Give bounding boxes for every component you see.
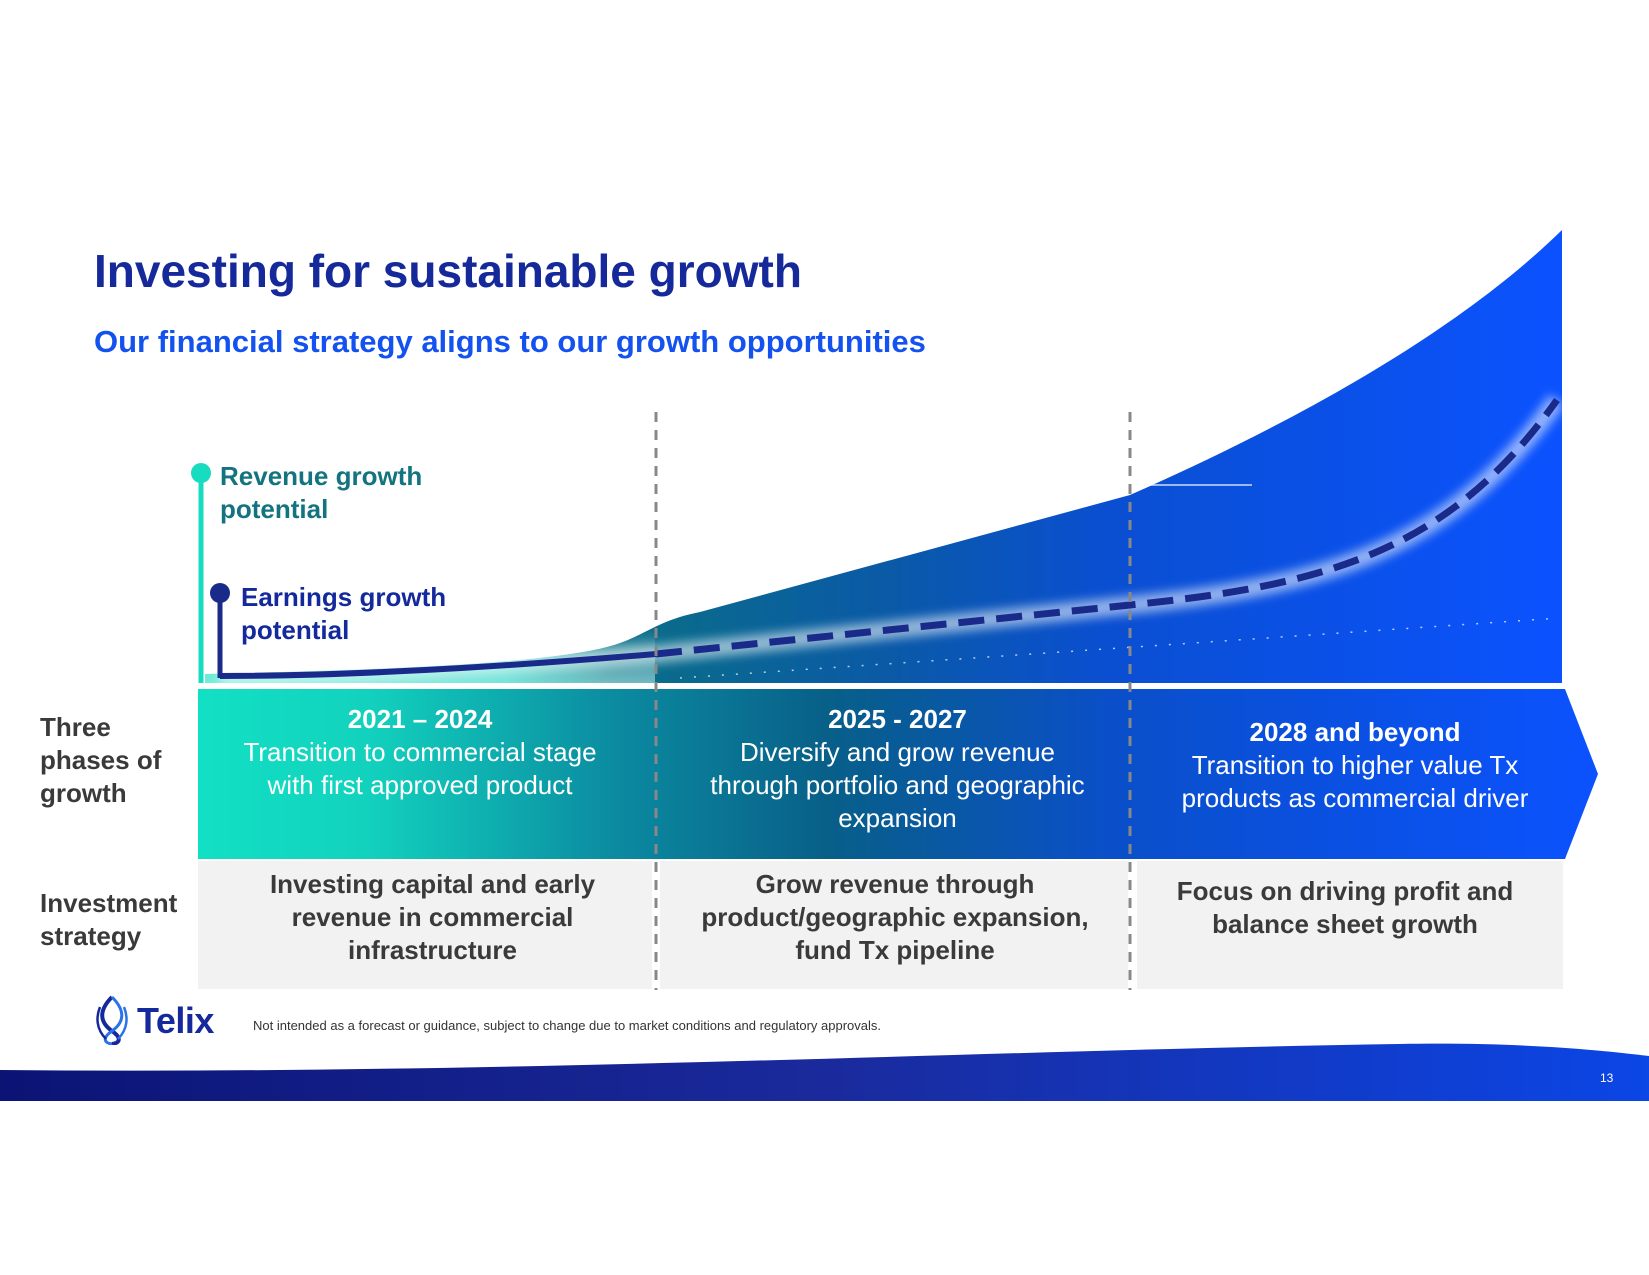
earnings-curve-actual — [219, 651, 657, 679]
investment-strategy-1: Investing capital and early revenue in c… — [269, 869, 596, 965]
footer-wave — [0, 1043, 1649, 1101]
phase-2-years: 2025 - 2027 — [828, 704, 967, 734]
investment-block-3 — [1137, 861, 1563, 989]
phase-2: 2025 - 2027 Diversify and grow revenue t… — [700, 703, 1095, 835]
revenue-growth-area — [205, 230, 1562, 683]
phase-2-description: Diversify and grow revenue through portf… — [710, 737, 1085, 833]
telix-logo-icon — [96, 995, 128, 1045]
earnings-curve-projected — [655, 397, 1560, 658]
investment-block-2 — [660, 861, 1128, 989]
page-number: 13 — [1600, 1071, 1614, 1085]
slide-title: Investing for sustainable growth — [94, 245, 802, 297]
row-label-phases: Three phases of growth — [40, 712, 162, 808]
row-label-investment: Investment strategy — [40, 888, 178, 951]
revenue-growth-legend: Revenue growth potential — [220, 461, 423, 524]
revenue-marker-dot — [191, 463, 211, 483]
investment-block-1 — [198, 861, 652, 989]
phase-1-description: Transition to commercial stage with firs… — [243, 737, 597, 800]
telix-logo-text: Telix — [137, 1000, 214, 1041]
phase-3-years: 2028 and beyond — [1249, 717, 1461, 747]
investment-strategy-2: Grow revenue through product/geographic … — [701, 869, 1089, 965]
investment-strategy-3: Focus on driving profit and balance shee… — [1176, 876, 1514, 939]
phases-band — [198, 689, 1598, 859]
disclaimer: Not intended as a forecast or guidance, … — [253, 1018, 881, 1033]
earnings-growth-legend: Earnings growth potential — [241, 582, 447, 645]
phase-1-years: 2021 – 2024 — [347, 704, 493, 734]
phase-3: 2028 and beyond Transition to higher val… — [1160, 716, 1550, 815]
slide-subtitle: Our financial strategy aligns to our gro… — [94, 324, 926, 359]
phase-1: 2021 – 2024 Transition to commercial sta… — [240, 703, 600, 802]
earnings-marker-dot — [210, 583, 230, 603]
phase-3-description: Transition to higher value Tx products a… — [1181, 750, 1529, 813]
